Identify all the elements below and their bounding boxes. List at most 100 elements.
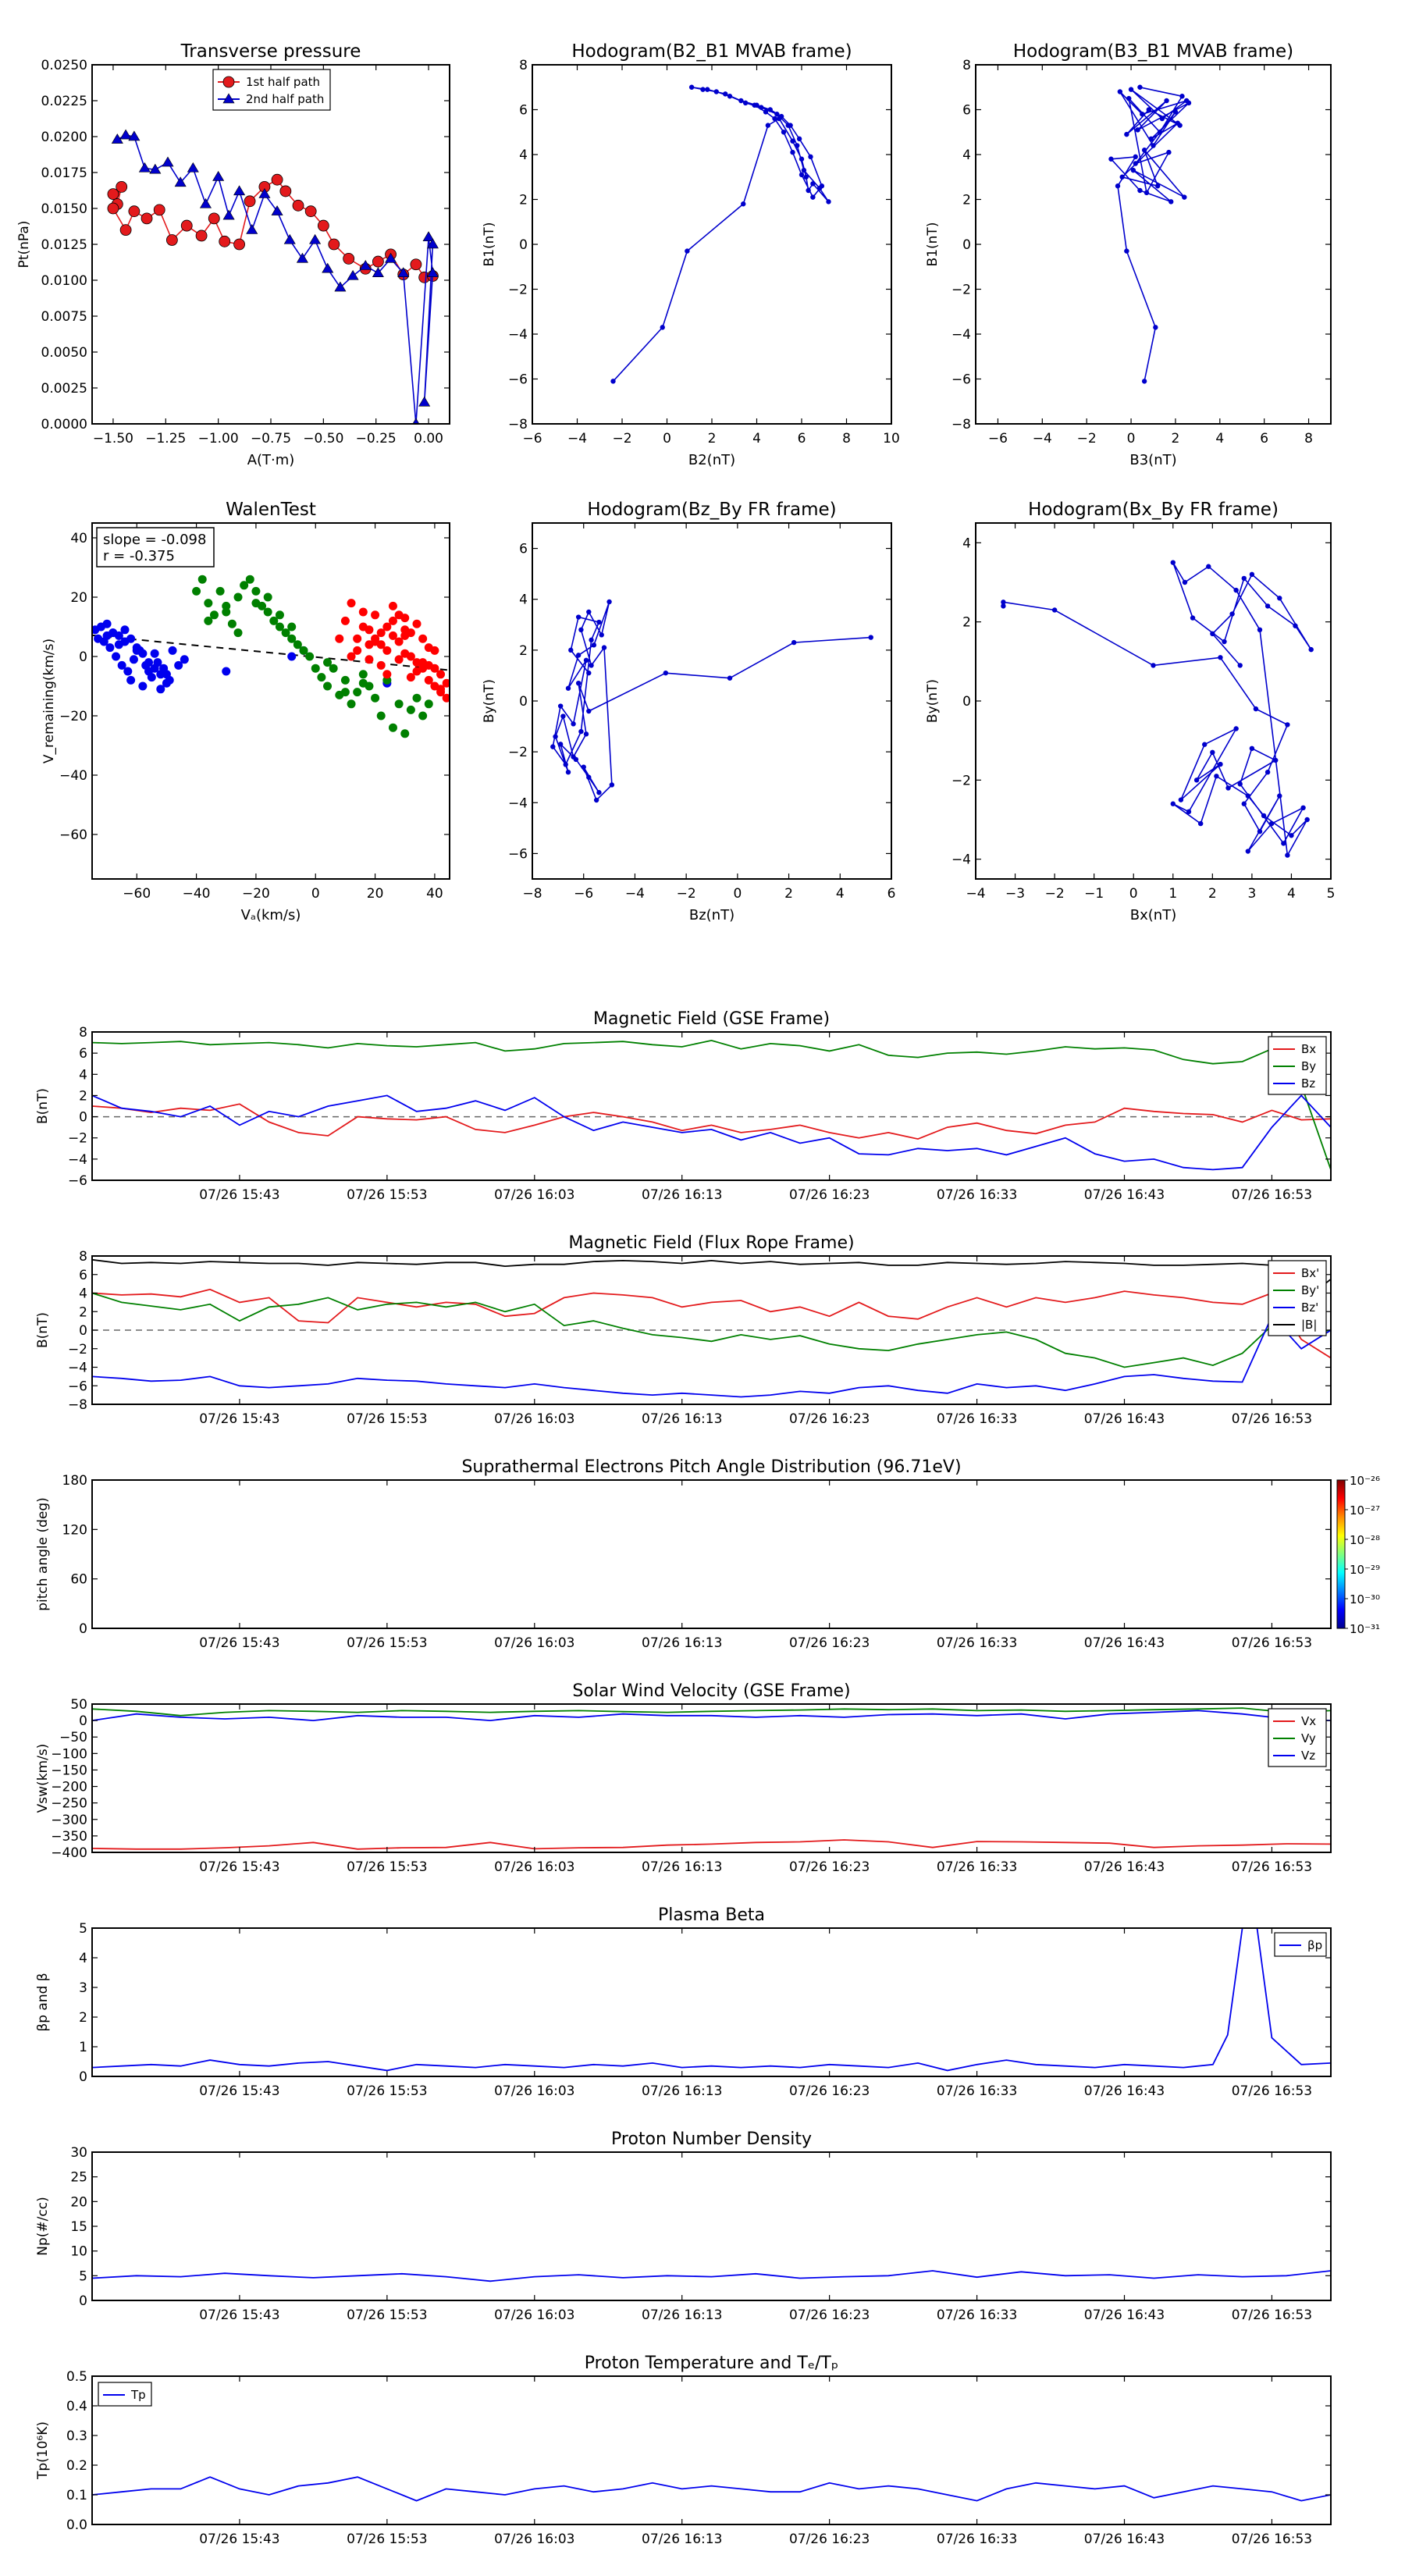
data-point (372, 267, 384, 278)
x-tick-label: 07/26 16:43 (1084, 1411, 1165, 1427)
data-point (705, 87, 710, 92)
x-tick-label: 0 (733, 886, 742, 902)
data-point (204, 599, 213, 608)
data-point (410, 258, 422, 271)
data-point (1172, 109, 1179, 115)
data-point (1229, 611, 1235, 617)
y-tick-label: 30 (70, 2145, 87, 2161)
x-axis-label: A(T·m) (247, 452, 295, 468)
y-tick-label: 0.0000 (41, 417, 87, 432)
plot-area (92, 1039, 1331, 1171)
x-tick-label: 07/26 16:13 (642, 1635, 722, 1651)
x-tick-label: −8 (522, 886, 542, 902)
data-point (424, 699, 433, 709)
plot-area (1108, 84, 1192, 384)
panel-np: Proton Number Density 0 5 10 15 20 25 30 07/26 1… (35, 2129, 1332, 2323)
data-point (1218, 761, 1223, 767)
data-point (353, 646, 362, 655)
x-tick-label: −0.50 (303, 431, 343, 447)
y-tick-label: −6 (508, 372, 528, 388)
data-point (251, 599, 261, 608)
x-axis-label: Bz(nT) (689, 907, 735, 923)
x-tick-label: −1.00 (198, 431, 239, 447)
x-tick-label: 07/26 16:23 (789, 1187, 870, 1203)
data-point (1233, 726, 1239, 731)
y-tick-label: 4 (962, 148, 971, 163)
data-point (442, 678, 450, 688)
x-tick-label: 07/26 16:13 (642, 2307, 722, 2323)
data-point (1304, 817, 1310, 823)
data-point (128, 130, 140, 141)
y-tick-label: 4 (79, 1951, 87, 1966)
x-tick-label: −0.25 (356, 431, 397, 447)
data-point (1141, 148, 1147, 153)
data-point (596, 790, 602, 795)
fit-line (92, 634, 450, 671)
y-tick-label: 5 (79, 2268, 87, 2284)
legend-label: 1st half path (246, 75, 320, 89)
data-point (788, 123, 793, 128)
data-point (1001, 603, 1006, 609)
data-point (233, 185, 246, 196)
data-point (394, 699, 404, 709)
legend: Vx Vy Vz (1268, 1708, 1327, 1767)
data-point (119, 129, 132, 140)
legend-frame (212, 69, 331, 111)
data-point (586, 774, 592, 780)
y-tick-label: 4 (519, 148, 528, 163)
y-axis-label: Pt(nPa) (16, 221, 32, 269)
data-point (227, 619, 237, 628)
panel-mag_fr: Magnetic Field (Flux Rope Frame) −8 −6 −4 −2… (35, 1233, 1332, 1427)
y-axis-label: By(nT) (925, 679, 941, 723)
y-tick-label: 0.0150 (41, 201, 87, 217)
x-tick-label: 07/26 16:53 (1232, 1187, 1312, 1203)
y-axis-label: βp and β (35, 1973, 51, 2031)
x-tick-label: 07/26 16:03 (494, 2307, 574, 2323)
data-point (371, 637, 380, 646)
y-tick-label: 15 (70, 2219, 87, 2235)
data-point (281, 628, 290, 638)
x-tick-label: 8 (1304, 431, 1313, 447)
y-tick-label: 0 (79, 1621, 87, 1637)
x-tick-label: 07/26 16:33 (937, 1859, 1017, 1875)
y-tick-label: 0.0050 (41, 345, 87, 361)
data-point (412, 418, 420, 424)
x-tick-label: −2 (1045, 886, 1065, 902)
data-point (575, 653, 582, 658)
data-point (741, 201, 746, 207)
data-point (199, 197, 212, 208)
plot-area (92, 1707, 1331, 1850)
y-tick-label: −6 (508, 846, 528, 862)
data-point (400, 631, 410, 640)
data-point (1222, 639, 1227, 645)
data-point (365, 625, 374, 635)
legend: 1st half path 2nd half path (212, 69, 331, 111)
data-point (283, 233, 296, 244)
data-point (376, 711, 386, 720)
data-point (1183, 98, 1190, 104)
legend: Bx By Bz (1268, 1036, 1327, 1095)
data-point (353, 688, 362, 697)
data-point (752, 102, 757, 108)
panel-vel: Solar Wind Velocity (GSE Frame)−400−350−… (35, 1681, 1332, 1875)
x-tick-label: 07/26 16:03 (494, 1187, 574, 1203)
y-tick-label: 25 (70, 2170, 87, 2186)
x-tick-label: 07/26 16:23 (789, 1411, 870, 1427)
data-point (1289, 833, 1294, 838)
y-tick-label: 2 (962, 615, 971, 631)
series-0 (1001, 560, 1314, 858)
data-point (394, 610, 404, 620)
data-point (258, 188, 271, 198)
data-point (1130, 167, 1136, 173)
data-point (107, 202, 119, 215)
data-point (803, 174, 809, 180)
y-axis-label: Np(#/cc) (35, 2197, 51, 2255)
data-point (323, 658, 333, 667)
data-point (129, 655, 138, 664)
y-axis-label: pitch angle (deg) (35, 1497, 51, 1611)
x-tick-label: 8 (842, 431, 851, 447)
series-2ndhalfpath (111, 129, 439, 424)
series-Vx (92, 1839, 1331, 1850)
plot-area (107, 129, 439, 424)
data-point (806, 187, 811, 194)
